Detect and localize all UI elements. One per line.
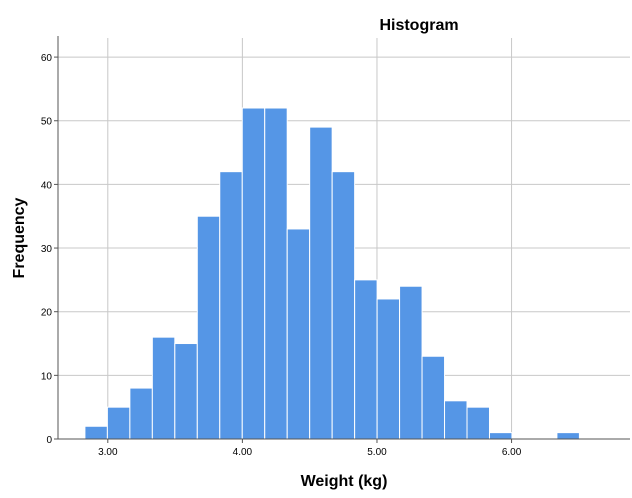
grid-layer [58, 38, 630, 439]
y-tick-label: 10 [41, 371, 53, 382]
y-tick-label: 30 [41, 244, 53, 255]
x-tick-label: 5.00 [367, 447, 387, 458]
histogram-bar [444, 400, 468, 440]
histogram-bar [331, 171, 356, 440]
chart-title: Histogram [379, 17, 458, 34]
histogram-bar [488, 432, 513, 440]
histogram-bar [309, 126, 333, 440]
ticks-layer: 0 10 20 30 40 50 60 3.00 4.00 5.00 6.00 [41, 53, 522, 458]
y-tick-label: 60 [41, 53, 53, 64]
histogram-bar [376, 298, 401, 440]
histogram-bar [399, 285, 423, 440]
y-axis-label: Frequency [11, 197, 28, 278]
x-tick-label: 6.00 [502, 447, 522, 458]
histogram-bar [286, 228, 311, 440]
histogram-bar [264, 107, 288, 440]
histogram-bar [421, 355, 446, 440]
histogram-bar [219, 171, 243, 440]
bars-layer [84, 107, 580, 440]
histogram-bar [556, 432, 580, 440]
histogram-bar [466, 406, 490, 440]
x-axis-label: Weight (kg) [301, 473, 388, 490]
axes-layer [57, 36, 630, 440]
y-tick-label: 20 [41, 308, 53, 319]
y-tick-label: 0 [46, 435, 52, 446]
histogram-bar [354, 279, 378, 440]
y-tick-label: 50 [41, 117, 53, 128]
histogram-bar [129, 387, 153, 440]
histogram-bar [151, 336, 176, 440]
histogram-bar [241, 107, 266, 440]
histogram-bar [106, 406, 131, 440]
x-tick-label: 3.00 [98, 447, 118, 458]
histogram-bar [174, 343, 198, 440]
histogram-bar [84, 425, 108, 440]
histogram-bar [196, 215, 221, 440]
x-tick-label: 4.00 [233, 447, 253, 458]
y-tick-label: 40 [41, 180, 53, 191]
